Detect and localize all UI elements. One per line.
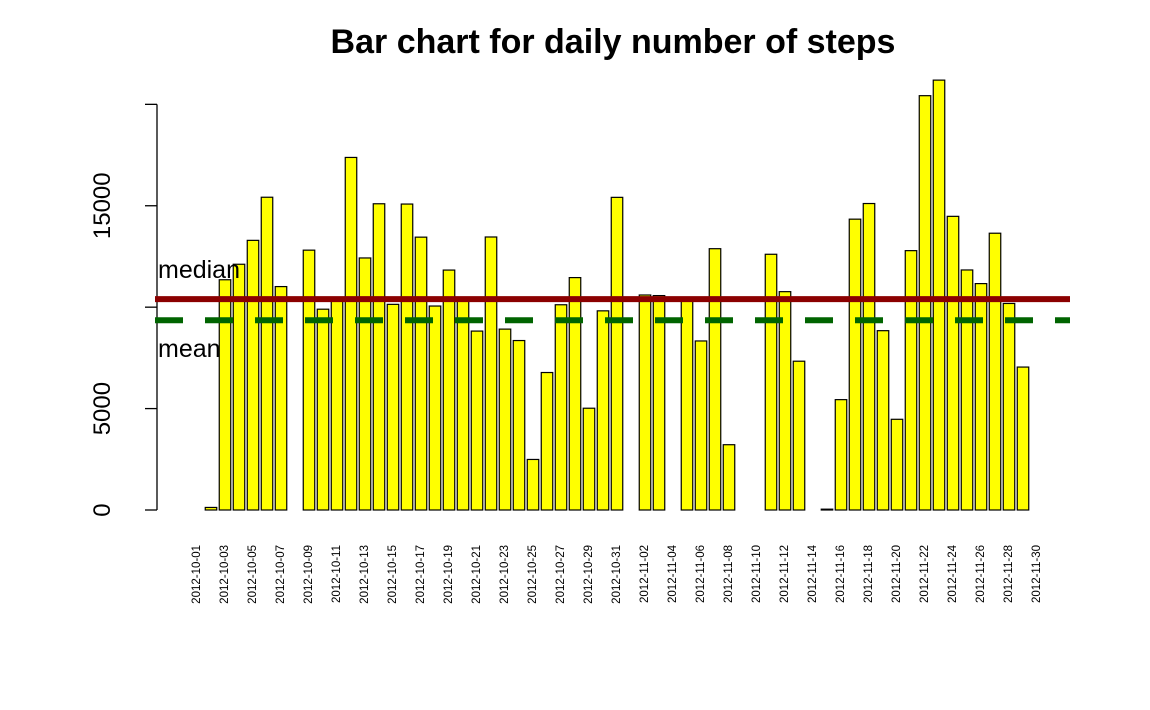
bar	[862, 202, 876, 511]
bar	[764, 253, 778, 511]
bar	[1016, 366, 1030, 511]
x-tick-label: 2012-11-08	[723, 545, 735, 603]
y-tick-label: 5000	[89, 382, 116, 435]
x-tick-label: 2012-10-17	[415, 545, 427, 604]
bar	[694, 340, 708, 511]
bar	[974, 283, 988, 511]
x-tick-label: 2012-10-05	[247, 545, 259, 604]
bar	[820, 508, 834, 511]
x-tick-label: 2012-11-20	[891, 545, 903, 603]
bar	[596, 310, 610, 511]
x-tick-label: 2012-11-22	[919, 545, 931, 603]
bar	[554, 304, 568, 511]
bar	[498, 328, 512, 511]
bar	[652, 294, 666, 511]
bar	[470, 330, 484, 511]
bar	[932, 79, 946, 511]
bar	[1002, 302, 1016, 511]
x-tick-label: 2012-10-27	[555, 545, 567, 604]
x-tick-label: 2012-11-28	[1003, 545, 1015, 603]
x-tick-label: 2012-10-25	[527, 545, 539, 604]
bar	[344, 156, 358, 511]
x-tick-label: 2012-11-24	[947, 544, 959, 603]
bar	[260, 196, 274, 511]
x-tick-label: 2012-11-14	[807, 544, 819, 603]
bar	[456, 298, 470, 511]
bar	[582, 407, 596, 511]
bar	[372, 203, 386, 511]
bar	[232, 263, 246, 511]
reference-label: mean	[158, 335, 221, 363]
x-tick-label: 2012-10-21	[471, 545, 483, 604]
bar	[204, 506, 218, 511]
bar	[680, 297, 694, 511]
bar	[848, 218, 862, 511]
x-tick-label: 2012-10-15	[387, 545, 399, 604]
bar	[904, 250, 918, 511]
x-tick-label: 2012-11-16	[835, 545, 847, 603]
bar	[358, 257, 372, 511]
x-tick-label: 2012-10-11	[331, 545, 343, 603]
bar	[610, 196, 624, 511]
y-tick-label: 0	[89, 503, 116, 516]
bar	[330, 300, 344, 511]
x-tick-label: 2012-10-23	[499, 545, 511, 604]
x-tick-label: 2012-11-26	[975, 545, 987, 603]
bar	[540, 371, 554, 511]
bar	[918, 95, 932, 511]
bar	[512, 339, 526, 511]
x-tick-label: 2012-10-13	[359, 545, 371, 604]
x-tick-label: 2012-11-04	[667, 544, 679, 603]
bar	[708, 248, 722, 511]
bar	[386, 303, 400, 511]
bar	[890, 418, 904, 511]
x-tick-label: 2012-11-30	[1031, 545, 1043, 603]
bar	[484, 236, 498, 511]
bar	[414, 236, 428, 511]
x-tick-label: 2012-10-29	[583, 545, 595, 604]
x-tick-label: 2012-11-10	[751, 545, 763, 603]
x-tick-label: 2012-11-18	[863, 545, 875, 603]
bar	[274, 285, 288, 511]
bar	[246, 239, 260, 511]
y-tick-label: 15000	[89, 172, 116, 239]
bar	[302, 249, 316, 511]
bar	[638, 294, 652, 511]
bar	[722, 444, 736, 511]
x-tick-label: 2012-11-06	[695, 545, 707, 603]
bar	[442, 269, 456, 511]
bar	[988, 232, 1002, 511]
bar	[428, 305, 442, 511]
bar	[568, 276, 582, 511]
bar	[218, 279, 232, 511]
chart-title: Bar chart for daily number of steps	[331, 23, 896, 61]
bar	[876, 330, 890, 511]
bar	[778, 291, 792, 511]
x-tick-label: 2012-10-07	[275, 545, 287, 604]
x-tick-label: 2012-10-31	[611, 545, 623, 604]
bar	[316, 308, 330, 511]
bar	[400, 203, 414, 511]
bar	[946, 215, 960, 511]
x-tick-label: 2012-10-09	[303, 545, 315, 604]
bar	[526, 458, 540, 511]
bar	[834, 399, 848, 511]
x-tick-label: 2012-10-03	[219, 545, 231, 604]
bar	[960, 269, 974, 511]
x-tick-label: 2012-10-19	[443, 545, 455, 604]
x-tick-label: 2012-11-12	[779, 545, 791, 603]
x-tick-label: 2012-11-02	[639, 545, 651, 603]
x-tick-label: 2012-10-01	[191, 545, 203, 604]
reference-label: median	[158, 256, 240, 284]
bar	[792, 360, 806, 511]
